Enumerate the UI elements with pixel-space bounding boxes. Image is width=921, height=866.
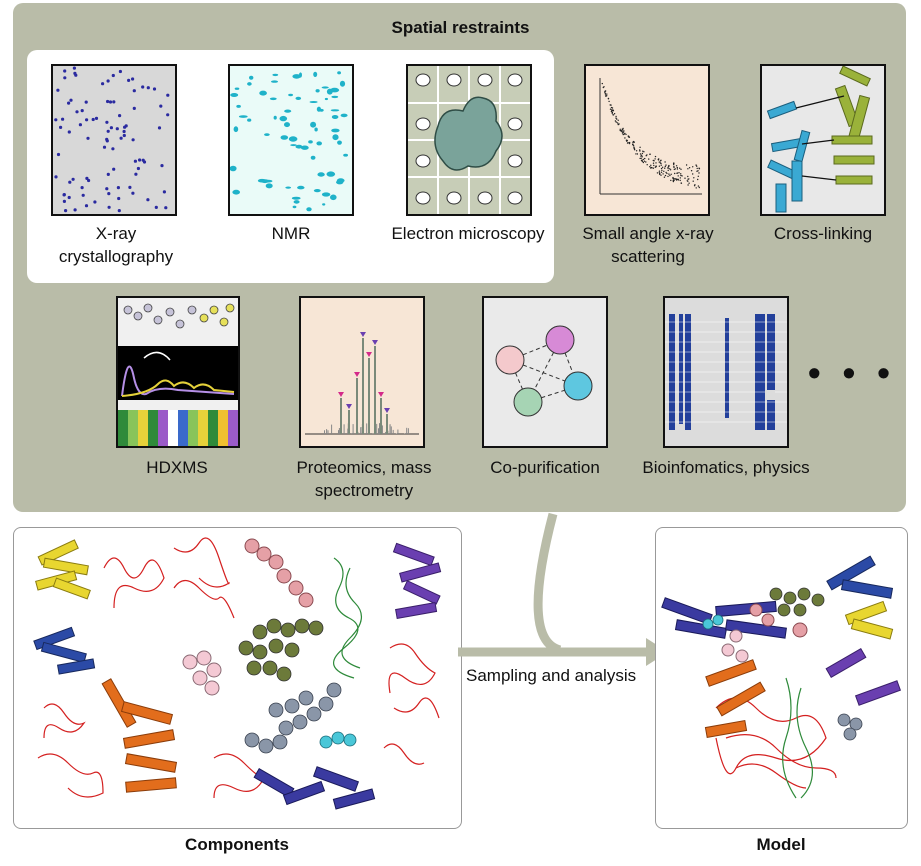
indigo-helices bbox=[253, 766, 376, 810]
components-box bbox=[13, 527, 462, 829]
method-label-hdxms: HDXMS bbox=[146, 458, 208, 477]
method-label-copurification: Co-purification bbox=[490, 458, 600, 477]
method-label-em: Electron microscopy bbox=[391, 224, 545, 243]
method-label-crosslinking: Cross-linking bbox=[773, 224, 873, 243]
saxs-curve-image bbox=[584, 64, 710, 216]
green-ribbons bbox=[333, 557, 362, 679]
blue-helix-bundle bbox=[33, 626, 96, 675]
olive-spheres bbox=[238, 618, 324, 682]
model-box bbox=[655, 527, 908, 829]
hdx-image bbox=[116, 296, 240, 448]
panel-title: Spatial restraints bbox=[391, 18, 530, 37]
method-label-proteomics: Proteomics, mass spectrometry bbox=[296, 458, 432, 500]
pink-spheres bbox=[244, 538, 314, 608]
more-methods-ellipsis: • • • bbox=[808, 352, 896, 393]
method-label-bioinformatics: Bioinfomatics, physics bbox=[642, 458, 810, 477]
em-density-image bbox=[406, 64, 532, 216]
xray-diffraction-image bbox=[51, 64, 177, 216]
components-label: Components bbox=[185, 835, 289, 854]
cyan-spheres bbox=[319, 731, 357, 749]
method-label-nmr: NMR bbox=[271, 224, 311, 243]
method-label-saxs: Small angle x-ray scattering bbox=[582, 224, 714, 266]
light-pink-spheres bbox=[182, 650, 222, 696]
crosslinking-image bbox=[760, 64, 886, 216]
method-label-xray: X-ray crystallography bbox=[58, 224, 174, 266]
model-label: Model bbox=[756, 835, 806, 854]
purple-helices bbox=[392, 542, 442, 619]
orange-helices bbox=[101, 678, 178, 793]
nmr-spectrum-image bbox=[228, 64, 354, 216]
copurification-image bbox=[482, 296, 608, 448]
sequence-alignment-image bbox=[663, 296, 789, 448]
yellow-helix-bundle bbox=[35, 539, 91, 600]
mass-spectrum-image bbox=[299, 296, 425, 448]
sampling-analysis-label: Sampling and analysis bbox=[466, 666, 637, 685]
gray-spheres bbox=[244, 682, 342, 754]
red-ribbons bbox=[37, 537, 440, 799]
